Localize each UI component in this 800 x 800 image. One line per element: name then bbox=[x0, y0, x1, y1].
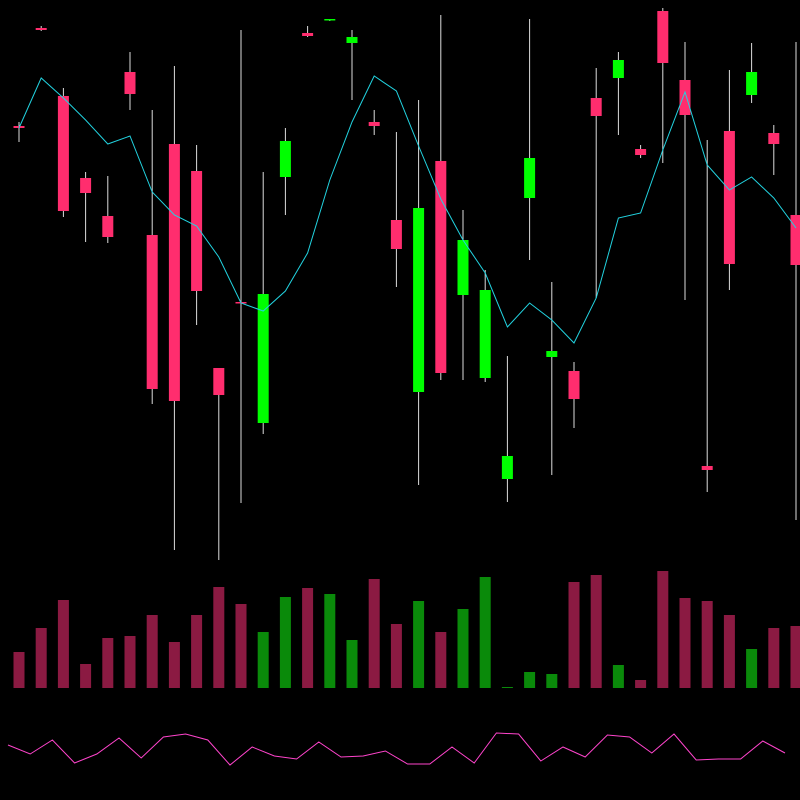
candle-body bbox=[435, 161, 447, 373]
volume-bar bbox=[213, 587, 225, 688]
candle-body bbox=[302, 33, 314, 36]
volume-bar bbox=[457, 609, 469, 688]
candle-body bbox=[457, 240, 469, 295]
volume-bar bbox=[435, 632, 447, 688]
candle-body bbox=[701, 466, 713, 470]
candle-body bbox=[790, 215, 800, 265]
candle-body bbox=[35, 28, 47, 30]
candle-body bbox=[124, 72, 136, 94]
volume-bar bbox=[102, 638, 114, 688]
volume-bar bbox=[346, 640, 358, 688]
volume-bar bbox=[368, 579, 380, 688]
volume-bar bbox=[524, 672, 536, 688]
volume-bar bbox=[191, 615, 203, 688]
volume-bar bbox=[479, 577, 491, 688]
candle-body bbox=[191, 171, 203, 291]
volume-bar bbox=[324, 594, 336, 688]
candle-body bbox=[612, 60, 624, 78]
candle-body bbox=[501, 456, 513, 479]
candle-body bbox=[80, 178, 92, 193]
candle-body bbox=[346, 37, 358, 43]
volume-bar bbox=[80, 664, 92, 688]
candle-body bbox=[568, 371, 580, 399]
volume-bar bbox=[235, 604, 247, 688]
volume-bar bbox=[746, 649, 758, 688]
candle-body bbox=[146, 235, 158, 389]
candle-body bbox=[524, 158, 536, 198]
candle-body bbox=[546, 351, 558, 357]
candle-body bbox=[168, 144, 180, 401]
volume-bar bbox=[679, 598, 691, 688]
volume-bar bbox=[790, 626, 800, 688]
candle-body bbox=[257, 294, 269, 423]
volume-bar bbox=[501, 687, 513, 688]
volume-bar bbox=[257, 632, 269, 688]
volume-bar bbox=[302, 588, 314, 688]
volume-bar bbox=[168, 642, 180, 688]
volume-bar bbox=[57, 600, 69, 688]
volume-bar bbox=[546, 674, 558, 688]
volume-bar bbox=[279, 597, 291, 688]
volume-bar bbox=[146, 615, 158, 688]
volume-bar bbox=[124, 636, 136, 688]
candle-body bbox=[768, 133, 780, 144]
volume-bar bbox=[723, 615, 735, 688]
candle-body bbox=[679, 80, 691, 115]
volume-bar bbox=[35, 628, 47, 688]
candle-body bbox=[213, 368, 225, 395]
candle-body bbox=[102, 216, 114, 237]
oscillator-line bbox=[7, 732, 786, 766]
candle-body bbox=[657, 11, 669, 63]
volume-bar bbox=[13, 652, 25, 688]
volume-bar bbox=[568, 582, 580, 688]
volume-bar bbox=[590, 575, 602, 688]
candle-body bbox=[368, 122, 380, 126]
volume-bar bbox=[701, 601, 713, 688]
candle-body bbox=[413, 208, 425, 392]
volume-bar bbox=[390, 624, 402, 688]
volume-bar bbox=[657, 571, 669, 688]
candle-body bbox=[57, 96, 69, 211]
volume-bar bbox=[413, 601, 425, 688]
volume-bar bbox=[612, 665, 624, 688]
candle-body bbox=[635, 149, 647, 155]
candle-body bbox=[479, 290, 491, 378]
volume-bar bbox=[635, 680, 647, 688]
candle-body bbox=[324, 19, 336, 21]
candle-body bbox=[590, 98, 602, 116]
candle-body bbox=[723, 131, 735, 264]
candle-body bbox=[279, 141, 291, 177]
volume-bar bbox=[768, 628, 780, 688]
moving-average-line bbox=[18, 75, 797, 344]
candle-body bbox=[390, 220, 402, 249]
candle-body bbox=[746, 72, 758, 95]
